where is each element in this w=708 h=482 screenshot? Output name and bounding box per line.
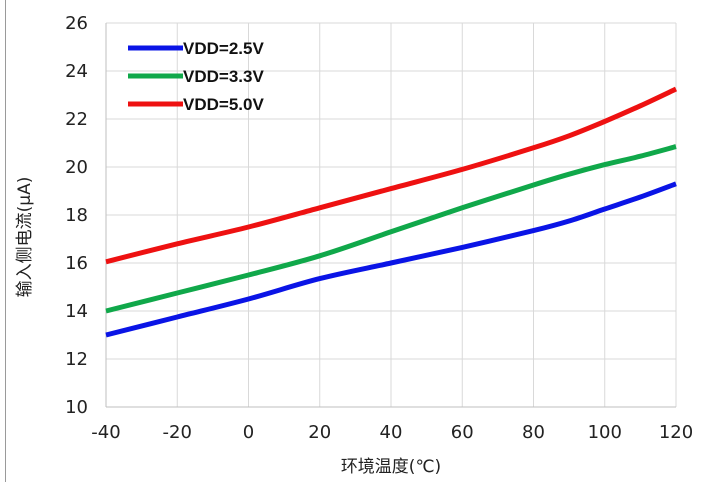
y-tick-label: 26 [65,13,88,34]
window-edge [5,0,6,482]
series-line-vdd-3-3v [105,144,677,314]
x-tick-label: 0 [243,422,254,443]
x-tick-label: -40 [91,422,120,443]
y-tick-label: 10 [65,397,88,418]
y-tick-label: 18 [65,205,88,226]
series-line-vdd-5-0v [105,86,678,265]
y-tick-label: 20 [65,157,88,178]
y-axis-title: 输入侧电流(μA) [15,177,35,298]
y-tick-label: 16 [65,253,88,274]
x-tick-label: 100 [588,422,622,443]
legend-label: VDD=3.3V [183,67,264,86]
series-line-vdd-2-5v [105,181,677,338]
gridlines [106,22,677,407]
x-tick-label: 20 [308,422,331,443]
legend: VDD=2.5V VDD=3.3V VDD=5.0V [128,39,264,114]
x-tick-label: 120 [659,422,693,443]
y-tick-label: 14 [65,301,88,322]
x-tick-label: 40 [380,422,403,443]
axes: 10 12 14 16 18 20 22 24 26 -40 -20 0 20 40 60 80 100 120 [65,13,693,443]
legend-label: VDD=2.5V [183,39,264,58]
series-lines [105,86,678,338]
legend-label: VDD=5.0V [183,95,264,114]
x-tick-label: 60 [451,422,474,443]
y-tick-label: 24 [65,61,88,82]
y-tick-label: 12 [65,349,88,370]
x-tick-label: -20 [163,422,192,443]
x-axis-title: 环境温度(℃) [341,457,441,477]
y-tick-label: 22 [65,109,88,130]
x-tick-label: 80 [522,422,545,443]
